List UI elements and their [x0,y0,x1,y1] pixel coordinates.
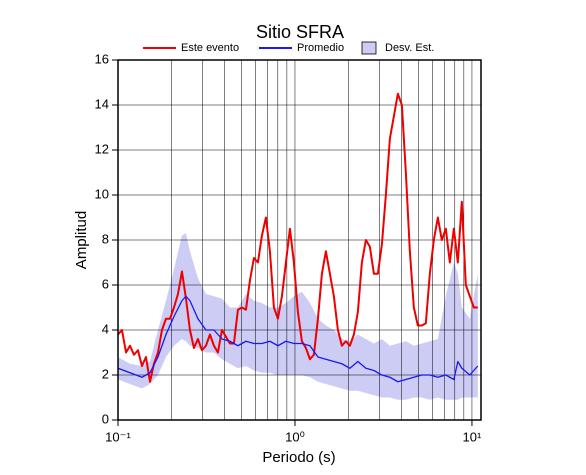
legend-label: Promedio [297,42,344,54]
legend-swatch [361,41,377,55]
x-axis-label: Periodo (s) [262,449,335,466]
series-line [117,92,478,383]
chart-title: Sitio SFRA [256,22,344,42]
x-tick-label: 10⁻¹ [105,429,131,444]
y-tick-label: 16 [95,51,109,66]
y-tick-label: 4 [102,321,109,336]
y-tick-label: 14 [95,96,109,111]
legend-label: Desv. Est. [385,42,434,54]
plot-frame [117,59,482,421]
y-tick-label: 0 [102,411,109,426]
y-tick-label: 10 [95,186,109,201]
series-line [117,295,479,383]
legend: Este evento Promedio Desv. Est. [143,41,434,55]
y-tick-label: 12 [95,141,109,156]
y-axis-label: Amplitud [73,211,90,269]
y-tick-label: 2 [102,366,109,381]
x-tick-label: 10¹ [463,429,482,444]
y-tick-label: 6 [102,276,109,291]
legend-label: Este evento [181,42,239,54]
x-tick-label: 10⁰ [285,429,305,444]
y-tick-label: 8 [102,231,109,246]
